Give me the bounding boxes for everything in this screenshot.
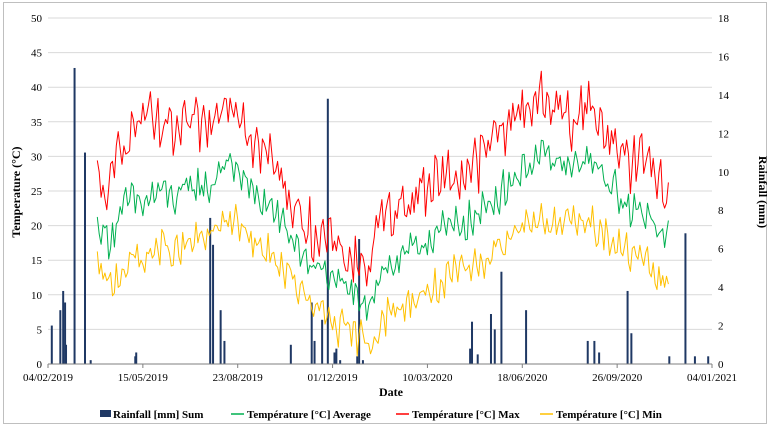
series-line-2: [96, 70, 669, 287]
legend-label-average: Température [°C] Average: [247, 409, 371, 421]
rainfall-bar: [83, 152, 86, 364]
rainfall-bar: [630, 333, 633, 364]
y-tick-label: 0: [37, 359, 43, 371]
rainfall-bar: [598, 352, 601, 364]
rainfall-bar: [219, 310, 222, 364]
x-tick-label: 18/06/2020: [497, 372, 548, 384]
rainfall-bar: [358, 239, 361, 364]
rainfall-bar: [469, 348, 472, 364]
y-axis-title: Temperature (°C): [9, 146, 23, 237]
rainfall-bar: [684, 233, 687, 364]
rainfall-bar: [525, 310, 528, 364]
y-tick-label: 10: [31, 290, 43, 302]
legend-label-min: Température [°C] Min: [556, 409, 662, 421]
y-tick-label: 15: [31, 255, 43, 267]
y2-tick-label: 6: [718, 244, 724, 256]
rainfall-bar: [289, 344, 292, 364]
y-tick-label: 40: [31, 82, 43, 94]
y2-tick-label: 10: [718, 167, 730, 179]
gridlines: [48, 17, 712, 365]
rainfall-bar: [135, 352, 138, 364]
x-tick-label: 23/08/2019: [213, 372, 264, 384]
y2-tick-label: 2: [718, 321, 724, 333]
x-tick-label: 15/05/2019: [118, 372, 169, 384]
rainfall-bar: [361, 360, 364, 364]
y-tick-label: 20: [31, 221, 43, 233]
y-tick-label: 45: [31, 48, 43, 60]
rainfall-bar: [313, 340, 316, 364]
axes: 0 5 10 15 20 25 30 35 40 45 50 0 2 4 6 8 10 12 14 16 18 04/02…: [23, 13, 737, 384]
rainfall-bar: [586, 340, 589, 364]
rainfall-bar: [64, 302, 67, 364]
y2-axis-title: Rainfall (mm): [756, 156, 770, 228]
x-tick-label: 04/01/2021: [687, 372, 737, 384]
legend-label-max: Température [°C] Max: [412, 409, 520, 421]
y2-tick-label: 14: [718, 90, 730, 102]
x-tick-label: 01/12/2019: [308, 372, 359, 384]
y-tick-label: 5: [37, 324, 43, 336]
series-line-1: [96, 139, 669, 321]
rainfall-bar: [223, 340, 226, 364]
y2-tick-label: 8: [718, 205, 724, 217]
x-axis-title: Date: [379, 385, 404, 399]
rainfall-bar: [489, 314, 492, 364]
rainfall-bar: [493, 329, 496, 364]
y-tick-label: 30: [31, 151, 43, 163]
x-tick-label: 04/02/2019: [23, 372, 74, 384]
rainfall-bar: [693, 356, 696, 364]
legend-swatch-rainfall: [100, 410, 111, 417]
rainfall-bar: [626, 290, 629, 364]
series-line-3: [96, 203, 669, 357]
rainfall-bar: [50, 325, 53, 364]
rainfall-bar: [668, 356, 671, 364]
y2-tick-label: 18: [718, 13, 730, 25]
y2-tick-label: 12: [718, 128, 729, 140]
y-tick-label: 50: [31, 13, 43, 25]
rainfall-bar: [500, 271, 503, 364]
rainfall-bar: [89, 360, 92, 364]
rainfall-bar: [333, 352, 336, 364]
legend: Rainfall [mm] Sum Température [°C] Avera…: [100, 409, 662, 421]
legend-label-rainfall: Rainfall [mm] Sum: [113, 409, 203, 421]
rainfall-bar: [310, 302, 313, 364]
x-tick-label: 26/09/2020: [592, 372, 643, 384]
temperature-lines: [96, 70, 669, 357]
rainfall-bar: [65, 344, 68, 364]
y-tick-label: 25: [31, 186, 43, 198]
y2-tick-label: 0: [718, 359, 724, 371]
rainfall-bar: [321, 319, 324, 364]
y2-tick-label: 4: [718, 282, 724, 294]
x-tick-label: 10/03/2020: [402, 372, 453, 384]
rainfall-bar: [73, 67, 76, 364]
y-tick-label: 35: [31, 117, 43, 129]
rainfall-bar: [471, 321, 474, 364]
rainfall-bar: [335, 348, 338, 364]
rainfall-bar: [212, 244, 215, 364]
rainfall-bar: [476, 354, 479, 364]
rainfall-bar: [59, 310, 62, 364]
rainfall-bar: [339, 360, 342, 364]
rainfall-bar: [356, 356, 359, 364]
rainfall-bar: [62, 290, 65, 364]
rainfall-bar: [707, 356, 710, 364]
rainfall-bar: [209, 217, 212, 364]
rainfall-bar: [593, 340, 596, 364]
chart-frame: [3, 2, 767, 424]
y2-tick-label: 16: [718, 51, 730, 63]
